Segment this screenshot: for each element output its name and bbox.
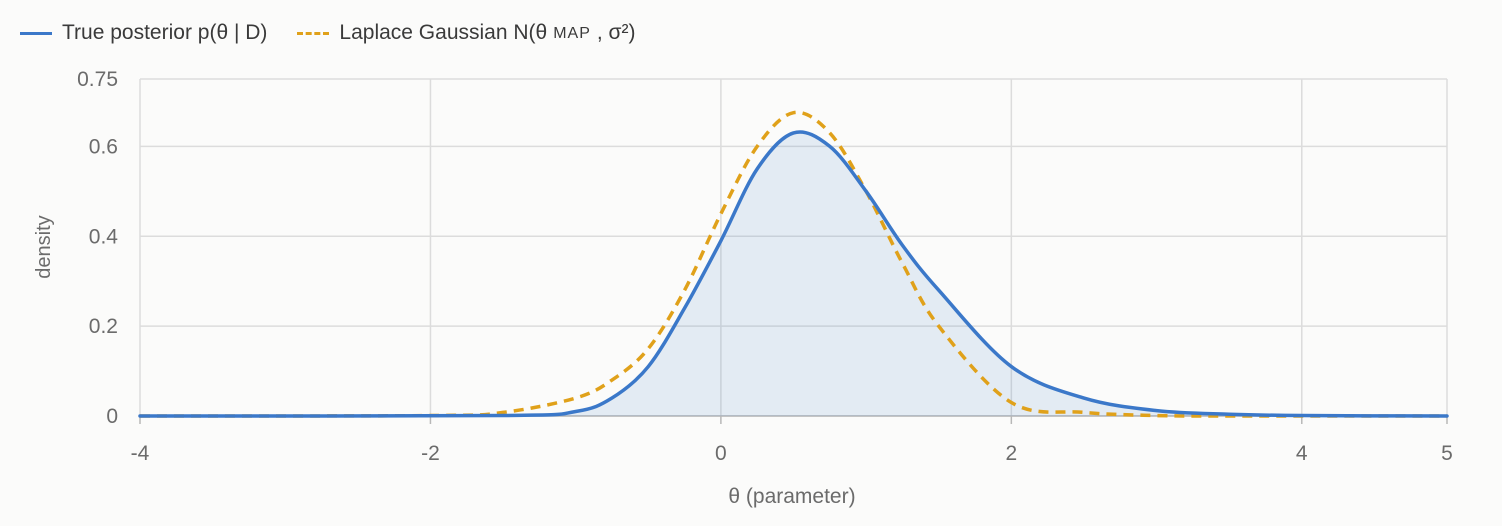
y-tick-label: 0.2	[89, 315, 118, 338]
laplace-gaussian-line	[139, 110, 1448, 418]
legend-label-laplace-suffix: , σ²)	[596, 21, 636, 44]
x-tick-label: 2	[1005, 442, 1017, 465]
x-axis-label: θ (parameter)	[728, 485, 855, 508]
y-tick-label: 0	[106, 405, 118, 428]
legend-item-true-posterior: True posterior p(θ | D)	[20, 21, 267, 45]
legend-swatch-true-posterior	[20, 31, 52, 35]
legend-item-laplace-gaussian: Laplace Gaussian N(θ MAP , σ²)	[297, 21, 636, 45]
y-tick-label: 0.75	[77, 68, 118, 91]
x-tick-label: 0	[715, 442, 727, 465]
series-layer	[138, 110, 1449, 418]
x-tick-label: 5	[1441, 442, 1453, 465]
legend-label-true-posterior: True posterior p(θ | D)	[62, 21, 268, 44]
x-tick-label: -4	[131, 442, 150, 465]
y-tick-label: 0.4	[89, 225, 119, 248]
y-axis-label: density	[33, 215, 55, 278]
x-tick-label: 4	[1296, 442, 1308, 465]
legend-label-laplace-prefix: Laplace Gaussian N(θ	[339, 21, 548, 44]
tick-labels: -4 -2 0 2 4 5 0 0.2 0.4 0.6 0.75	[77, 68, 1453, 465]
legend-label-laplace-gaussian: Laplace Gaussian N(θ MAP , σ²)	[339, 21, 635, 45]
y-tick-label: 0.6	[89, 135, 118, 158]
legend: True posterior p(θ | D) Laplace Gaussian…	[20, 18, 636, 48]
true-posterior-line	[138, 130, 1449, 418]
x-tick-label: -2	[421, 442, 440, 465]
legend-label-laplace-sub: MAP	[553, 25, 591, 42]
legend-swatch-laplace-gaussian	[297, 31, 330, 35]
true-posterior-area	[140, 131, 1447, 417]
